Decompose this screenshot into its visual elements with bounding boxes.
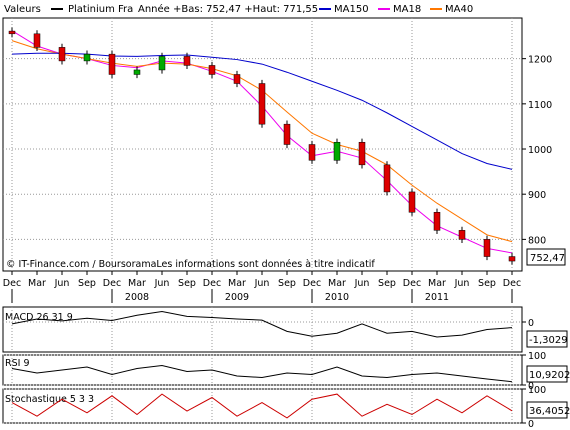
x-month-label: Dec — [103, 278, 121, 289]
candle-body — [383, 164, 391, 193]
x-month-label: Sep — [478, 278, 496, 289]
rsi-panel-frame — [2, 354, 523, 386]
legend-ma40: MA40 — [445, 4, 473, 15]
x-month-label: Jun — [154, 278, 170, 289]
x-month-label: Dec — [503, 278, 521, 289]
x-year-label: 2011 — [425, 292, 449, 303]
candle-body — [233, 74, 241, 84]
candle-body — [283, 123, 291, 145]
rsi-y-tick-label: 0 — [528, 381, 534, 392]
price-y-tick-label: 1200 — [528, 55, 552, 66]
stoch-line — [11, 393, 513, 419]
x-month-label: Mar — [128, 278, 146, 289]
legend-swatch-ma40 — [430, 8, 442, 10]
x-axis: Dec Mar Jun Sep Dec Mar Jun Sep Dec Mar Jun Sep Dec M… — [3, 271, 521, 303]
x-month-label: Sep — [278, 278, 296, 289]
candle-body — [358, 141, 366, 166]
candle-body — [108, 53, 116, 75]
x-month-label: Mar — [228, 278, 246, 289]
x-month-label: Jun — [354, 278, 370, 289]
candle-body — [83, 53, 91, 62]
macd-panel-frame — [2, 306, 523, 353]
legend-swatch-ma18 — [378, 8, 390, 10]
x-year-label: 2008 — [125, 292, 149, 303]
price-y-ticks: 1200 1100 1000 900 800 — [522, 55, 552, 246]
rsi-title: RSI 9 — [5, 358, 30, 369]
macd-value-box — [526, 330, 568, 348]
candle-body — [133, 69, 141, 75]
candle-body — [408, 191, 416, 213]
candle-body — [458, 230, 466, 240]
stoch-value-box — [526, 401, 568, 419]
x-month-label: Mar — [328, 278, 346, 289]
x-month-label: Jun — [254, 278, 270, 289]
stoch-panel-frame — [2, 388, 523, 424]
stoch-y-tick-label: 0 — [528, 419, 534, 430]
candle-body — [208, 65, 216, 75]
price-y-tick-label: 800 — [528, 235, 546, 246]
x-month-label: Sep — [178, 278, 196, 289]
candle-body — [483, 239, 491, 257]
chart-header: Valeurs Platinium Fra Année +Bas: 752,47… — [4, 3, 473, 15]
candle-body — [333, 141, 341, 161]
x-month-label: Mar — [28, 278, 46, 289]
macd-y-tick-label: 0 — [528, 318, 534, 329]
x-month-label: Sep — [78, 278, 96, 289]
price-panel: 1200 1100 1000 900 800 © IT-Finance.com / Bo… — [2, 17, 566, 272]
indicator-panels: MACD 26 31 9 -1,3029 RSI 9 10,9202 Stoch… — [2, 306, 570, 430]
price-grid — [3, 18, 522, 271]
candle-body — [183, 56, 191, 66]
rsi-y-tick-label: 100 — [528, 351, 546, 362]
rsi-value-label: 10,9202 — [529, 370, 570, 381]
last-price-label: 752,47 — [530, 253, 565, 264]
last-price-box — [526, 248, 566, 266]
candle-body — [308, 144, 316, 161]
x-year-label: 2010 — [325, 292, 349, 303]
stoch-title: Stochastique 5 3 3 — [5, 394, 94, 405]
legend-ma150: MA150 — [334, 4, 369, 15]
instrument-swatch — [51, 8, 63, 10]
candle-body — [58, 47, 66, 62]
x-month-label: Mar — [428, 278, 446, 289]
x-month-label: Dec — [303, 278, 321, 289]
candle-body — [508, 256, 516, 262]
price-y-tick-label: 1100 — [528, 100, 552, 111]
ma-line-ma150 — [11, 52, 513, 170]
price-y-tick-label: 900 — [528, 190, 546, 201]
header-instrument: Platinium Fra — [68, 4, 133, 15]
header-stats: Année +Bas: 752,47 +Haut: 771,55 — [138, 3, 318, 15]
candle-body — [433, 212, 441, 231]
x-month-label: Sep — [378, 278, 396, 289]
legend-swatch-ma150 — [319, 8, 331, 10]
legend-ma18: MA18 — [393, 4, 421, 15]
candle-body — [33, 33, 41, 48]
header-label: Valeurs — [4, 4, 41, 15]
candle-body — [158, 56, 166, 71]
x-year-label: 2009 — [225, 292, 249, 303]
candle-body — [8, 30, 16, 35]
x-month-label: Dec — [3, 278, 21, 289]
x-month-label: Dec — [403, 278, 421, 289]
x-month-label: Jun — [454, 278, 470, 289]
rsi-line — [11, 364, 513, 383]
x-month-label: Jun — [54, 278, 70, 289]
candle-body — [258, 83, 266, 125]
x-month-label: Dec — [203, 278, 221, 289]
macd-line — [11, 310, 513, 338]
price-panel-frame — [2, 17, 523, 272]
rsi-value-box — [526, 365, 568, 383]
price-candles — [8, 27, 516, 265]
credit-text: © IT-Finance.com / BoursoramaLes informa… — [6, 259, 375, 270]
stoch-value-label: 36,4052 — [529, 406, 570, 417]
stoch-y-tick-label: 100 — [528, 385, 546, 396]
price-y-tick-label: 1000 — [528, 145, 552, 156]
macd-value-label: -1,3029 — [529, 335, 568, 346]
macd-title: MACD 26 31 9 — [5, 312, 73, 323]
